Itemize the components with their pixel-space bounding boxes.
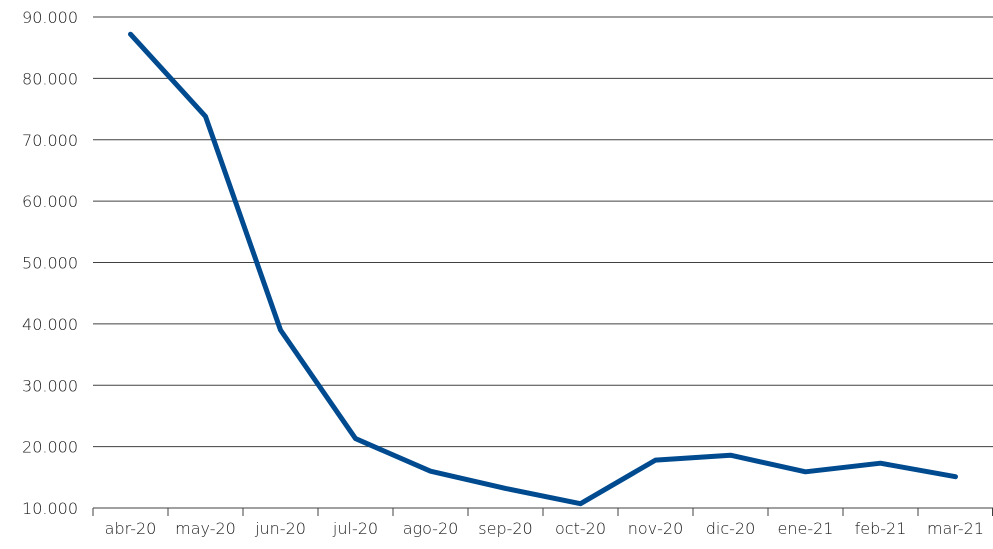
- x-axis-tick-labels: abr-20 may-20 jun-20 jul-20 ago-20 sep-20 oct-…: [105, 519, 984, 538]
- x-tick-label: sep-20: [478, 519, 532, 538]
- y-tick-label: 30.000: [22, 376, 78, 395]
- y-tick-label: 20.000: [22, 438, 78, 457]
- x-tick-label: ene-21: [778, 519, 834, 538]
- y-tick-label: 60.000: [22, 192, 78, 211]
- gridlines: [93, 16, 993, 448]
- x-tick-label: dic-20: [706, 519, 756, 538]
- x-tick-label: abr-20: [105, 519, 157, 538]
- x-axis: [92, 507, 993, 516]
- x-tick-label: may-20: [175, 519, 236, 538]
- x-tick-label: ago-20: [403, 519, 459, 538]
- series-layer: [128, 31, 958, 507]
- x-tick-label: mar-21: [927, 519, 984, 538]
- x-tick-label: feb-21: [855, 519, 907, 538]
- y-tick-label: 40.000: [22, 315, 78, 334]
- x-tick-label: jul-20: [332, 519, 378, 538]
- x-tick-label: nov-20: [628, 519, 684, 538]
- y-tick-label: 50.000: [22, 254, 78, 273]
- series-line: [128, 31, 958, 507]
- y-tick-label: 10.000: [22, 499, 78, 518]
- x-tick-label: oct-20: [555, 519, 606, 538]
- y-tick-label: 80.000: [22, 69, 78, 88]
- y-axis-tick-labels: 10.000 20.000 30.000 40.000 50.000 60.000 70.0…: [22, 8, 78, 518]
- y-tick-label: 90.000: [22, 8, 78, 27]
- x-tick-label: jun-20: [254, 519, 306, 538]
- y-tick-label: 70.000: [22, 131, 78, 150]
